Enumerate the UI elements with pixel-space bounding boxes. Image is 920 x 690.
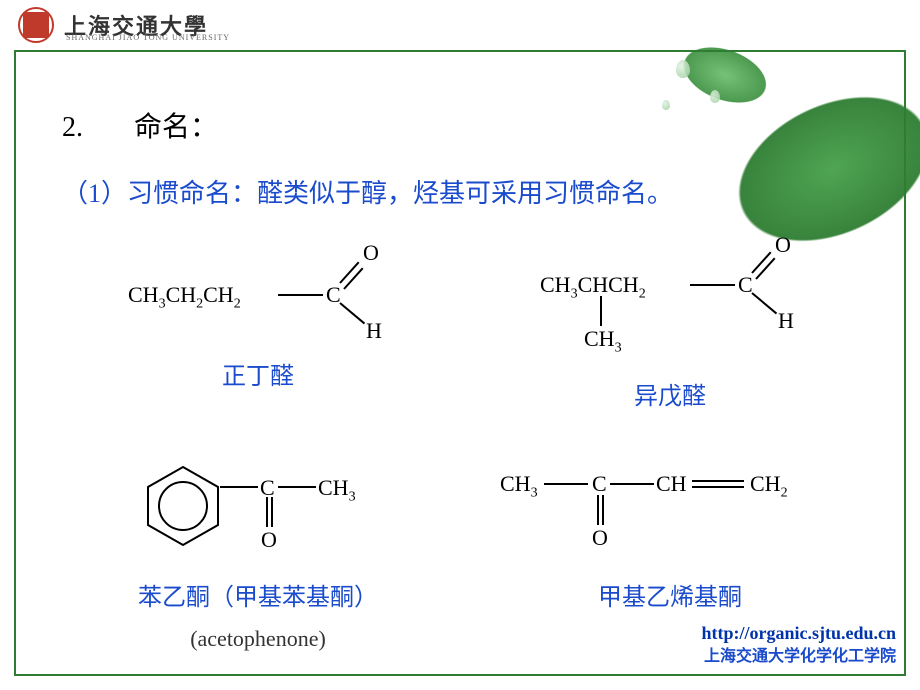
header-bar: 上海交通大學 SHANGHAI JIAO TONG UNIVERSITY	[0, 0, 920, 46]
bond-line	[278, 486, 316, 488]
compound-cell-3: C CH3 O 苯乙酮（甲基苯基酮） (acetophenone)	[72, 451, 444, 652]
bond-line	[751, 292, 777, 314]
bond-line	[339, 302, 365, 324]
compound-name-2: 异戊醛	[634, 376, 706, 411]
section-heading: 2.命名：	[62, 105, 866, 145]
footer-url: http://organic.sjtu.edu.cn	[701, 623, 896, 644]
bond-line	[544, 483, 588, 485]
structure-4: CH3 C CH CH2 O	[500, 451, 840, 561]
footer-department: 上海交通大学化学化工学院	[704, 642, 896, 666]
mid-group: CH	[656, 471, 687, 497]
atom-o: O	[592, 525, 608, 551]
atom-o: O	[775, 232, 791, 258]
bond-line	[271, 497, 273, 527]
formula-text: CH3CH2CH2	[128, 282, 241, 312]
compound-name-3-en: (acetophenone)	[190, 626, 326, 652]
subsection-text: 习惯命名：醛类似于醇，烃基可采用习惯命名。	[127, 179, 673, 208]
bond-line	[602, 495, 604, 525]
bond-line	[597, 495, 599, 525]
bond-line	[600, 296, 602, 326]
slide-content: 2.命名： （1）习惯命名：醛类似于醇，烃基可采用习惯命名。 CH3CH2CH2…	[14, 50, 906, 676]
university-seal-icon	[18, 7, 54, 43]
group-text: CH3	[318, 475, 356, 505]
structures-grid: CH3CH2CH2 C O H 正丁醛 CH3CHCH2 C O H	[62, 240, 866, 652]
right-group: CH2	[750, 471, 788, 501]
bond-line	[755, 258, 775, 280]
subsection-number: （1）	[62, 179, 127, 208]
compound-name-3: 苯乙酮（甲基苯基酮）	[138, 577, 378, 612]
atom-h: H	[366, 318, 382, 344]
bond-line	[278, 294, 323, 296]
atom-c: C	[738, 272, 753, 298]
compound-name-1: 正丁醛	[222, 356, 294, 391]
atom-o: O	[261, 527, 277, 553]
atom-o: O	[363, 240, 379, 266]
atom-c: C	[326, 282, 341, 308]
bond-line	[266, 497, 268, 527]
compound-cell-4: CH3 C CH CH2 O 甲基乙烯基酮	[484, 451, 856, 652]
section-title: 命名：	[134, 112, 218, 143]
structure-2: CH3CHCH2 C O H CH3	[520, 240, 820, 360]
bond-line	[692, 486, 744, 488]
atom-h: H	[778, 308, 794, 334]
branch-text: CH3	[584, 326, 622, 356]
benzene-ring-icon	[138, 461, 228, 551]
structure-3: C CH3 O	[128, 451, 388, 561]
left-group: CH3	[500, 471, 538, 501]
university-name-en: SHANGHAI JIAO TONG UNIVERSITY	[66, 33, 230, 42]
bond-line	[610, 483, 654, 485]
formula-text: CH3CHCH2	[540, 272, 646, 302]
compound-name-4: 甲基乙烯基酮	[598, 577, 742, 612]
bond-line	[220, 486, 258, 488]
bond-line	[692, 480, 744, 482]
compound-cell-2: CH3CHCH2 C O H CH3 异戊醛	[484, 240, 856, 411]
section-number: 2.	[62, 112, 134, 144]
bond-line	[690, 284, 735, 286]
compound-cell-1: CH3CH2CH2 C O H 正丁醛	[72, 240, 444, 411]
bond-line	[343, 268, 363, 290]
subsection-heading: （1）习惯命名：醛类似于醇，烃基可采用习惯命名。	[62, 173, 866, 210]
structure-1: CH3CH2CH2 C O H	[108, 240, 408, 340]
atom-c: C	[592, 471, 607, 497]
